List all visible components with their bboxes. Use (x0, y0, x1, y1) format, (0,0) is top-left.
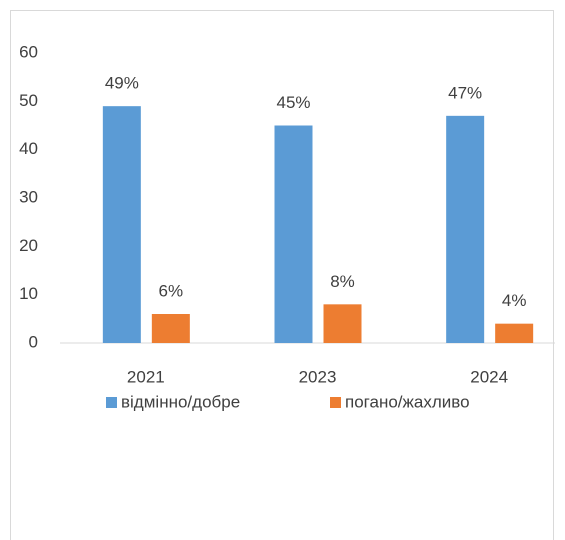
legend-label: погано/жахливо (345, 392, 470, 411)
bar (151, 314, 190, 343)
y-tick-label: 60 (19, 42, 38, 61)
data-label: 6% (159, 281, 184, 300)
y-tick-label: 20 (19, 236, 38, 255)
chart-frame (10, 10, 554, 540)
data-label: 45% (276, 93, 310, 112)
bar (102, 106, 141, 344)
legend-swatch (106, 397, 117, 408)
x-tick-label: 2023 (299, 367, 337, 386)
data-label: 49% (105, 74, 139, 93)
y-tick-label: 40 (19, 139, 38, 158)
data-label: 4% (502, 291, 527, 310)
y-tick-label: 0 (29, 332, 38, 351)
x-tick-label: 2021 (127, 367, 165, 386)
x-tick-label: 2024 (470, 367, 508, 386)
bar (446, 115, 485, 343)
legend-swatch (330, 397, 341, 408)
legend-label: відмінно/добре (121, 392, 240, 411)
y-tick-label: 30 (19, 187, 38, 206)
data-label: 47% (448, 83, 482, 102)
y-tick-label: 50 (19, 91, 38, 110)
bar (274, 125, 313, 343)
bar (323, 304, 362, 343)
bar (495, 323, 534, 343)
y-tick-label: 10 (19, 284, 38, 303)
data-label: 8% (330, 272, 355, 291)
